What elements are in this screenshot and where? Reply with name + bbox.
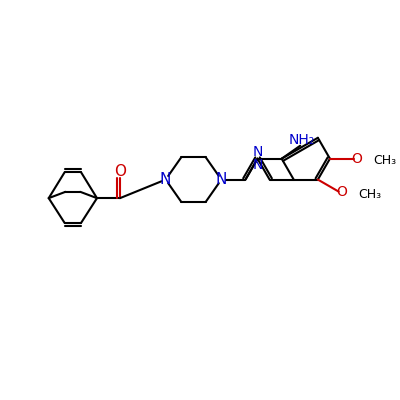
Text: N: N (160, 172, 171, 187)
Text: NH₂: NH₂ (289, 133, 315, 147)
Text: O: O (336, 185, 347, 199)
Text: N: N (252, 145, 263, 159)
Text: O: O (114, 164, 126, 178)
Text: N: N (216, 172, 227, 187)
Text: CH₃: CH₃ (358, 188, 381, 201)
Text: N: N (252, 158, 263, 172)
Text: O: O (352, 152, 362, 166)
Text: CH₃: CH₃ (373, 154, 396, 167)
